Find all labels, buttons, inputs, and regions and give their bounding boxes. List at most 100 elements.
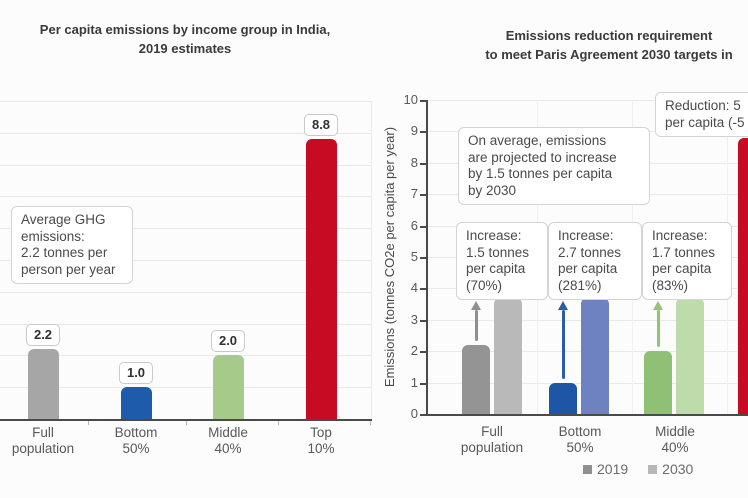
note-line: 1.7 tonnes <box>652 244 716 260</box>
note-line: On average, emissions <box>468 133 607 148</box>
gridline-h <box>0 260 372 261</box>
x-axis-label-1: Bottom 50% <box>559 424 602 455</box>
y-tick-label-2: 2 <box>410 343 418 359</box>
x-axis-label-line: Full <box>481 424 503 439</box>
bar-2030-1 <box>581 297 609 414</box>
gridline-v <box>371 101 372 419</box>
x-axis-tick <box>88 421 89 425</box>
y-tick-label-10: 10 <box>403 92 418 107</box>
y-tick-mark <box>420 225 426 228</box>
value-label-3: 8.8 <box>303 114 339 137</box>
x-axis-tick <box>278 421 279 425</box>
legend-item-2030: 2030 <box>648 461 693 477</box>
note-line: 2.2 tonnes per <box>21 245 108 260</box>
legend-swatch-2019 <box>583 464 592 474</box>
x-axis-label-line: Full <box>32 425 54 440</box>
y-tick-mark <box>420 194 426 197</box>
note-line: per capita <box>466 261 526 276</box>
x-axis-label-line: 10% <box>307 440 335 456</box>
reduction-note: Reduction: 5 per capita (-5 <box>655 92 748 137</box>
y-tick-mark <box>420 319 426 322</box>
y-tick-label-1: 1 <box>410 374 418 390</box>
left-chart: Per capita emissions by income group in … <box>0 20 372 456</box>
gridline-h <box>0 101 372 102</box>
y-tick-mark <box>420 351 426 354</box>
x-axis-label-1: Bottom 50% <box>115 425 158 456</box>
increase-arrow-head <box>470 300 481 310</box>
x-axis-tick <box>186 421 187 425</box>
increase-arrow-line <box>474 309 478 341</box>
note-line: per capita (-5 <box>665 114 745 130</box>
x-axis-label-line: Middle <box>655 424 695 439</box>
note-line: are projected to increase <box>468 149 617 165</box>
note-line: (83%) <box>652 277 689 293</box>
y-tick-label-3: 3 <box>410 311 418 327</box>
x-axis-label-2: Middle 40% <box>655 424 695 455</box>
increase-note-0: Increase: 1.5 tonnes per capita (70%) <box>456 222 548 300</box>
bar-0 <box>27 349 59 419</box>
left-chart-title-line1: Per capita emissions by income group in … <box>39 22 331 37</box>
y-tick-label-9: 9 <box>410 123 418 139</box>
note-line: (281%) <box>558 277 602 293</box>
left-plot-area <box>0 101 372 419</box>
increase-note-2: Increase: 1.7 tonnes per capita (83%) <box>642 222 732 300</box>
legend: 2019 2030 <box>583 461 693 477</box>
x-axis-label-0: Full population <box>461 424 523 455</box>
y-tick-mark <box>420 131 426 134</box>
gridline-h <box>0 291 372 293</box>
x-axis-label-line: 50% <box>122 440 150 456</box>
y-tick-mark <box>420 257 426 259</box>
y-tick-label-7: 7 <box>410 186 418 202</box>
bar-1 <box>120 387 152 419</box>
gridline-h <box>0 196 372 198</box>
note-line: (70%) <box>466 277 503 293</box>
note-line: emissions: <box>21 228 85 244</box>
x-axis-label-line: Bottom <box>558 424 602 439</box>
gridline-h <box>428 100 748 101</box>
y-tick-mark <box>420 100 426 102</box>
legend-swatch-2030 <box>648 464 658 474</box>
increase-arrow-head <box>557 300 568 310</box>
y-tick-mark <box>420 162 426 165</box>
note-line: 1.5 tonnes <box>466 244 530 260</box>
gridline-h <box>0 387 372 389</box>
right-chart: Emissions reduction requirement to meet … <box>374 0 748 498</box>
y-tick-mark <box>420 414 426 416</box>
y-tick-label-8: 8 <box>410 154 418 170</box>
note-line: Increase: <box>652 228 708 243</box>
right-y-axis-line <box>426 100 428 416</box>
note-line: Reduction: 5 <box>665 98 741 113</box>
gridline-h <box>0 164 372 166</box>
value-label-1: 1.0 <box>118 362 154 385</box>
x-axis-label-line: 40% <box>214 440 242 456</box>
right-chart-title-line1: Emissions reduction requirement <box>505 28 713 43</box>
x-axis-tick <box>370 421 371 425</box>
increase-note-1: Increase: 2.7 tonnes per capita (281%) <box>548 222 642 300</box>
gridline-h <box>0 323 372 325</box>
note-line: by 1.5 tonnes per capita <box>468 166 613 181</box>
x-axis-label-3: Top 10% <box>307 425 334 456</box>
left-chart-title: Per capita emissions by income group in … <box>20 20 350 58</box>
y-tick-label-0: 0 <box>410 406 418 421</box>
average-ghg-note: Average GHG emissions: 2.2 tonnes per perso… <box>11 206 133 284</box>
note-line: Average GHG <box>21 212 106 227</box>
legend-label-2030: 2030 <box>662 461 694 477</box>
y-tick-label-5: 5 <box>410 249 418 264</box>
bar-2019-1 <box>549 382 577 414</box>
x-axis-label-2: Middle 40% <box>208 425 248 456</box>
bar-2019-2 <box>644 351 672 414</box>
left-chart-title-line2: 2019 estimates <box>138 41 232 56</box>
bar-2030-2 <box>676 297 704 414</box>
legend-item-2019: 2019 <box>583 461 628 477</box>
average-increase-note: On average, emissions are projected to in… <box>458 127 650 205</box>
increase-arrow-head <box>652 300 663 310</box>
y-tick-mark <box>420 288 426 291</box>
bar-2 <box>212 355 244 419</box>
note-line: Increase: <box>466 228 522 243</box>
note-line: per capita <box>558 261 618 276</box>
bar-2030-0 <box>494 297 522 414</box>
bar-2019-0 <box>462 344 490 414</box>
x-axis-label-line: Middle <box>208 425 248 440</box>
bar-3 <box>305 139 337 419</box>
